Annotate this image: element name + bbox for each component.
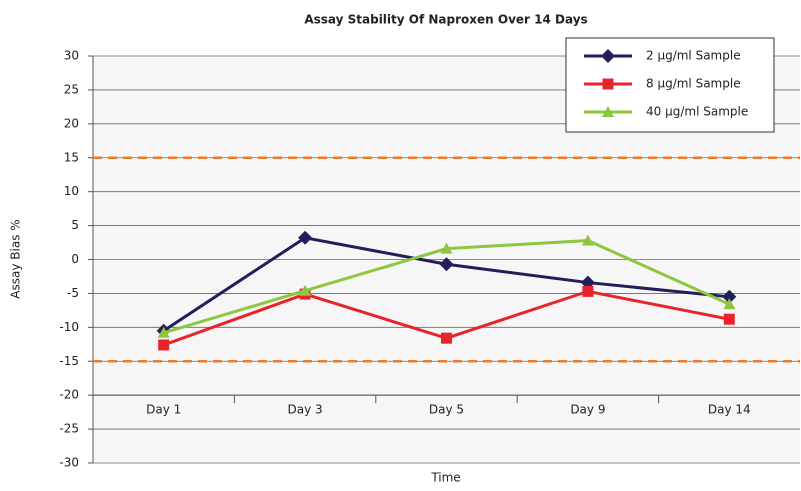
y-tick-label: 25 — [64, 82, 79, 96]
marker — [723, 298, 736, 310]
marker — [441, 332, 452, 344]
marker — [158, 339, 170, 351]
marker — [601, 49, 615, 63]
y-tick-label: 0 — [71, 252, 79, 266]
x-tick-label: Day 14 — [708, 403, 751, 417]
marker — [722, 289, 737, 304]
y-tick-label: 20 — [64, 116, 79, 130]
y-tick-label: -25 — [59, 422, 79, 436]
marker — [582, 285, 594, 297]
marker — [723, 313, 735, 325]
marker — [440, 242, 453, 254]
legend-label: 2 µg/ml Sample — [646, 49, 741, 63]
marker — [602, 106, 614, 117]
x-axis-label: Time — [430, 471, 460, 485]
x-tick-label: Day 9 — [570, 403, 605, 417]
y-tick-label: -15 — [59, 354, 79, 368]
y-tick-label: -10 — [59, 320, 79, 334]
legend-label: 40 µg/ml Sample — [646, 105, 748, 119]
marker — [298, 230, 313, 245]
y-tick-label: -5 — [67, 286, 79, 300]
legend: 2 µg/ml Sample 8 µg/ml Sample 40 µg/ml Sam… — [565, 37, 775, 133]
y-tick-label: 30 — [64, 49, 79, 63]
chart-title: Assay Stability Of Naproxen Over 14 Days — [304, 13, 587, 27]
y-tick-label: 10 — [64, 184, 79, 198]
x-tick-label: Day 3 — [288, 403, 323, 417]
legend-label: 8 µg/ml Sample — [646, 77, 741, 91]
y-tick-label: 5 — [71, 218, 79, 232]
marker — [299, 284, 312, 296]
y-tick-label: -30 — [59, 456, 79, 470]
y-axis-label: Assay Bias % — [9, 219, 23, 298]
y-tick-label: 15 — [64, 150, 79, 164]
marker — [581, 234, 594, 246]
y-tick-label: -20 — [59, 388, 79, 402]
x-tick-label: Day 5 — [429, 403, 464, 417]
marker — [157, 326, 170, 338]
marker — [439, 257, 454, 272]
marker — [602, 78, 614, 90]
x-tick-label: Day 1 — [146, 403, 181, 417]
